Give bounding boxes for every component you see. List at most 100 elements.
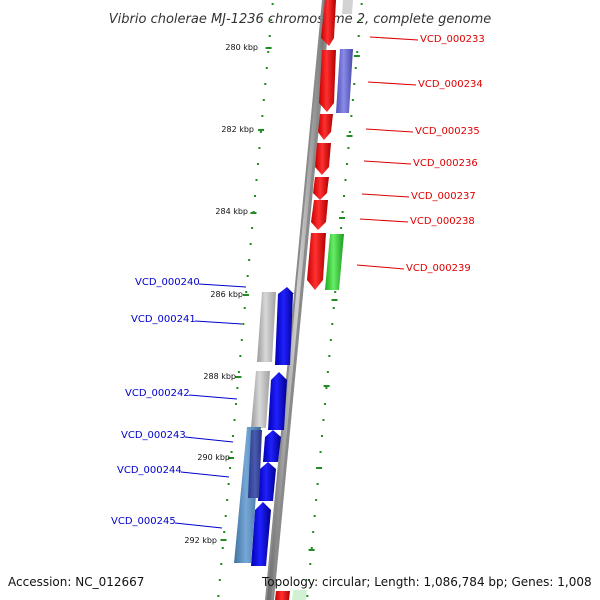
tick-dot <box>226 499 229 501</box>
tick-dot <box>249 243 252 245</box>
tick-dot <box>331 323 334 325</box>
tick-dot <box>245 291 248 293</box>
tick-dot <box>234 403 237 405</box>
gene-arrow-vcd-000236 <box>315 143 331 175</box>
tick-dot <box>312 531 315 533</box>
feature-block-green <box>325 234 344 290</box>
tick-dot <box>221 547 224 549</box>
gene-label-vcd-000240[interactable]: VCD_000240 <box>135 277 200 288</box>
tick-dot <box>217 595 220 597</box>
gene-label-vcd-000244[interactable]: VCD_000244 <box>117 465 182 476</box>
major-tick <box>353 55 360 57</box>
gene-label-vcd-000241[interactable]: VCD_000241 <box>131 314 196 325</box>
tick-mark-track: 280 kbp 282 kbp 284 kbp 286 kbp 288 kbp 290 k… <box>184 43 360 551</box>
tick-dot <box>347 147 350 149</box>
tick-dot <box>351 99 354 101</box>
tick-dot <box>223 531 226 533</box>
gene-arrow-partial-bottom <box>275 591 290 600</box>
tick-dot <box>323 403 326 405</box>
gene-label-leader <box>361 193 410 198</box>
tick-dot <box>271 3 274 5</box>
tick-label: 280 kbp <box>225 43 258 52</box>
tick-dot <box>264 83 267 85</box>
genome-stats-text: Topology: circular; Length: 1,086,784 bp… <box>261 575 592 589</box>
gene-labels: VCD_000233 VCD_000234 VCD_000235 VCD_000236… <box>111 34 485 529</box>
major-tick <box>331 299 338 301</box>
tick-dot <box>239 355 242 357</box>
tick-dot <box>310 547 313 549</box>
gene-arrow-vcd-000242 <box>263 430 281 462</box>
gene-arrow-vcd-000234 <box>319 50 336 112</box>
tick-dot <box>344 179 347 181</box>
tick-dot <box>246 275 249 277</box>
gene-label-leader <box>174 522 223 529</box>
gene-label-vcd-000237[interactable]: VCD_000237 <box>411 191 476 202</box>
tick-dot <box>268 35 271 37</box>
feature-block-green-ghost <box>292 590 307 600</box>
tick-dot <box>270 19 273 21</box>
tick-dot <box>248 259 251 261</box>
gene-arrow-vcd-000237 <box>313 177 329 200</box>
tick-dot <box>354 67 357 69</box>
gene-label-leader <box>363 160 412 165</box>
gene-arrow-vcd-000233 <box>321 0 336 46</box>
tick-dot <box>332 307 335 309</box>
tick-dot <box>334 291 337 293</box>
gene-label-leader <box>369 36 419 41</box>
forward-feature-blocks <box>292 49 353 600</box>
tick-dot <box>319 451 322 453</box>
tick-dot <box>218 579 221 581</box>
reverse-gene-arrows <box>251 287 294 566</box>
gene-arrow-partial <box>342 0 353 14</box>
gene-arrow-vcd-000244 <box>251 502 271 566</box>
tick-dot <box>233 419 236 421</box>
major-tick <box>242 294 249 296</box>
tick-dot <box>329 339 332 341</box>
tick-dot <box>345 163 348 165</box>
gene-label-leader <box>356 264 405 270</box>
gene-label-vcd-000236[interactable]: VCD_000236 <box>413 158 478 169</box>
major-tick <box>316 467 323 469</box>
major-tick <box>339 217 346 219</box>
gene-label-vcd-000239[interactable]: VCD_000239 <box>406 263 471 274</box>
reverse-feature-blocks <box>234 292 276 563</box>
gene-label-vcd-000245[interactable]: VCD_000245 <box>111 516 176 527</box>
gene-label-leader <box>359 218 409 223</box>
tick-dot <box>321 435 324 437</box>
gene-label-vcd-000238[interactable]: VCD_000238 <box>410 216 475 227</box>
gene-label-leader <box>184 436 234 443</box>
gene-arrow-vcd-000240 <box>275 287 294 365</box>
gene-label-vcd-000233[interactable]: VCD_000233 <box>420 34 485 45</box>
tick-dot <box>353 83 356 85</box>
tick-dot <box>237 371 240 373</box>
tick-dot <box>236 387 239 389</box>
gene-label-vcd-000234[interactable]: VCD_000234 <box>418 79 483 90</box>
gene-label-leader <box>198 283 247 288</box>
map-title: Vibrio cholerae MJ-1236 chromosome 2, co… <box>109 12 491 27</box>
tick-dot <box>243 307 246 309</box>
tick-dot <box>328 355 331 357</box>
tick-dot <box>359 19 362 21</box>
gene-label-vcd-000235[interactable]: VCD_000235 <box>415 126 480 137</box>
gene-label-leader <box>365 128 414 133</box>
feature-block-purple <box>336 49 353 113</box>
tick-dot <box>360 3 363 5</box>
tick-dot <box>256 163 259 165</box>
tick-dot <box>227 483 230 485</box>
tick-dot <box>316 483 319 485</box>
gene-label-leader <box>180 471 230 478</box>
feature-block-gray-2 <box>251 371 270 428</box>
tick-dot <box>230 451 233 453</box>
tick-label: 286 kbp <box>210 290 243 299</box>
gene-label-vcd-000242[interactable]: VCD_000242 <box>125 388 190 399</box>
tick-dot <box>265 67 268 69</box>
major-tick <box>258 129 265 131</box>
gene-label-vcd-000243[interactable]: VCD_000243 <box>121 430 186 441</box>
tick-dot <box>229 467 232 469</box>
tick-dot <box>220 563 223 565</box>
tick-label: 284 kbp <box>215 207 248 216</box>
tick-dot <box>224 515 227 517</box>
tick-dot <box>348 131 351 133</box>
chromosome-backbone <box>265 0 331 600</box>
tick-label: 288 kbp <box>203 372 236 381</box>
